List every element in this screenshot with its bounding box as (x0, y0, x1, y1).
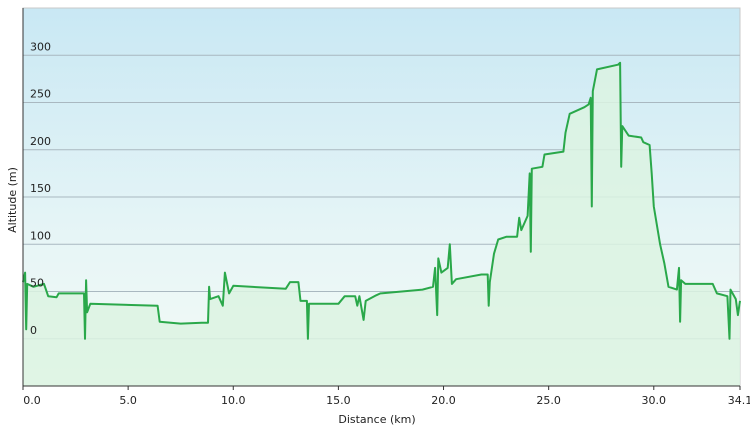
x-tick-label: 5.0 (119, 394, 137, 407)
x-axis-title: Distance (km) (338, 413, 415, 426)
y-tick-label: 0 (30, 324, 37, 337)
x-tick-label: 25.0 (536, 394, 561, 407)
x-tick-label: 15.0 (326, 394, 351, 407)
y-tick-label: 150 (30, 182, 51, 195)
y-tick-label: 300 (30, 40, 51, 53)
elevation-line (22, 61, 741, 340)
x-tick-label: 10.0 (221, 394, 246, 407)
y-tick-label: 50 (30, 277, 44, 290)
y-tick-label: 200 (30, 135, 51, 148)
x-tick-label: 20.0 (431, 394, 456, 407)
y-axis-title: Altitude (m) (6, 167, 19, 233)
x-tick-label: 0.0 (23, 394, 41, 407)
y-tick-label: 100 (30, 229, 51, 242)
y-tick-label: 250 (30, 88, 51, 101)
x-tick-label: 30.0 (642, 394, 667, 407)
area (23, 62, 740, 387)
x-tick-label: 34.1 (728, 394, 750, 407)
